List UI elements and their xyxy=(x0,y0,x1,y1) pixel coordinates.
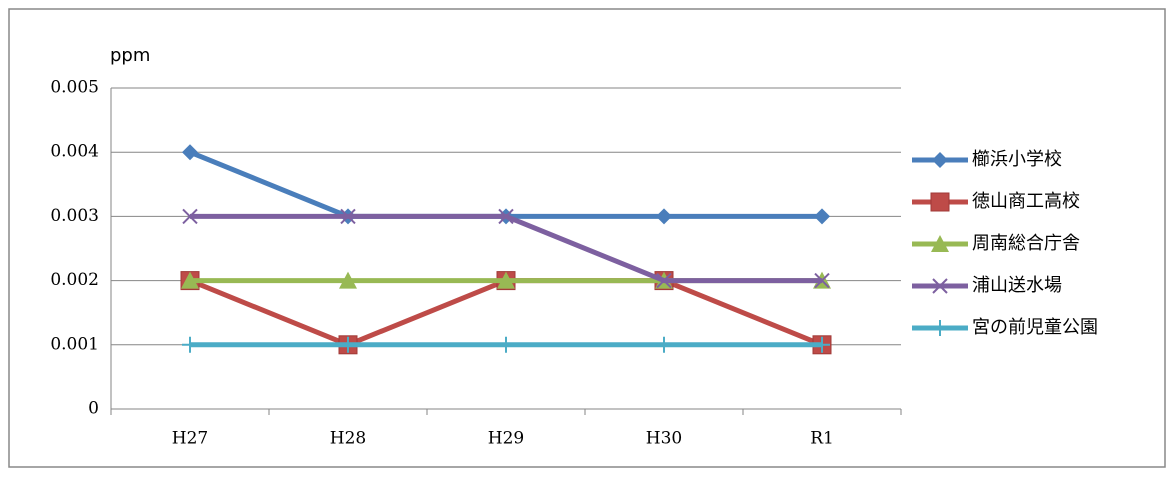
marker xyxy=(182,144,198,161)
x-tick-label: H28 xyxy=(330,429,366,449)
marker xyxy=(181,271,199,289)
legend-label: 櫛浜小学校 xyxy=(972,149,1062,170)
y-tick-label: 0.005 xyxy=(50,78,99,98)
chart-frame xyxy=(8,8,1166,468)
marker xyxy=(932,320,948,336)
marker xyxy=(340,208,356,225)
marker xyxy=(498,336,514,353)
y-tick-label: 0.002 xyxy=(50,270,99,290)
x-tick-label: R1 xyxy=(810,429,834,449)
x-tick-label: H30 xyxy=(646,429,682,449)
x-tick-label: H29 xyxy=(488,429,524,449)
marker xyxy=(814,272,830,289)
y-tick-label: 0 xyxy=(88,399,99,419)
y-tick-label: 0.003 xyxy=(50,206,99,226)
marker xyxy=(814,336,830,353)
marker xyxy=(182,208,198,225)
x-tick-label: H27 xyxy=(172,429,208,449)
marker xyxy=(656,208,672,225)
legend-label: 周南総合庁舎 xyxy=(972,233,1080,254)
marker xyxy=(814,208,830,225)
legend-label: 徳山商工高校 xyxy=(972,191,1080,212)
marker xyxy=(498,208,514,225)
legend-label: 宮の前児童公園 xyxy=(972,317,1098,338)
y-tick-label: 0.004 xyxy=(50,142,99,162)
marker xyxy=(930,192,950,212)
marker xyxy=(932,152,948,168)
marker xyxy=(497,271,515,289)
marker xyxy=(182,336,198,353)
marker xyxy=(656,272,672,289)
marker xyxy=(931,235,949,252)
marker xyxy=(339,271,357,289)
marker xyxy=(340,336,356,353)
y-tick-label: 0.001 xyxy=(50,334,99,354)
y-axis-label: ppm xyxy=(110,45,150,66)
marker xyxy=(932,278,948,294)
marker xyxy=(656,336,672,353)
legend-label: 浦山送水場 xyxy=(972,275,1062,296)
